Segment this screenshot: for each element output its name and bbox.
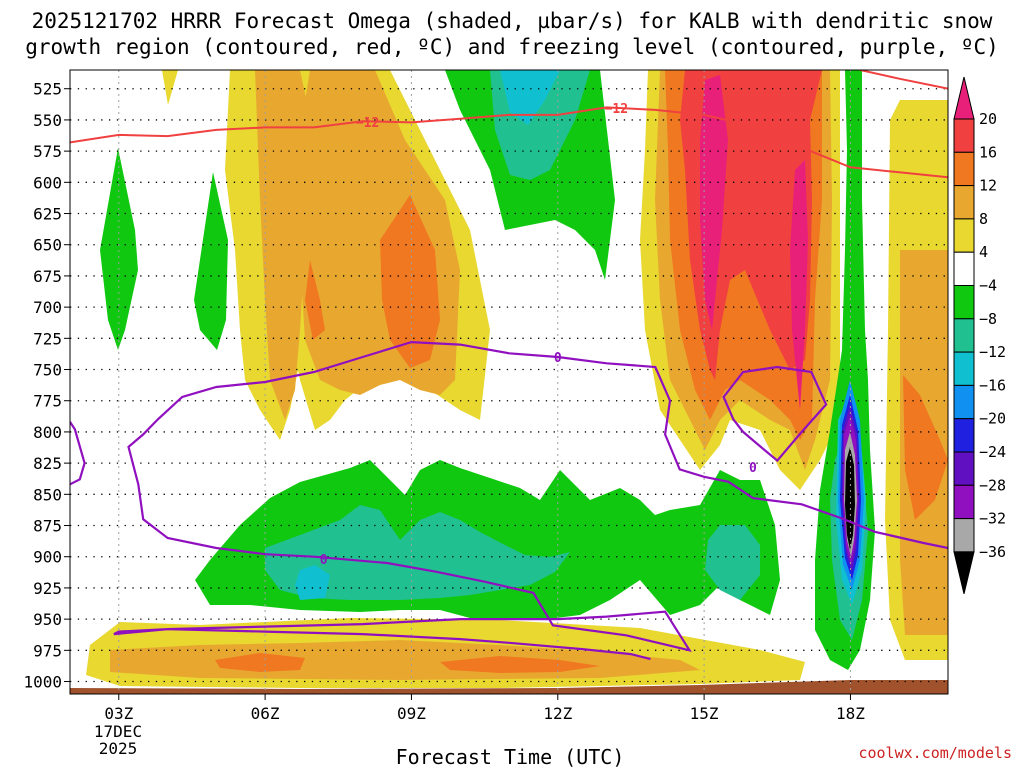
colorbar-label: −20 bbox=[979, 410, 1006, 428]
y-tick-label: 550 bbox=[33, 111, 62, 130]
omega-fill-neg4-spike2 bbox=[194, 172, 228, 350]
omega-fill-20-a bbox=[700, 75, 728, 330]
omega-fill-12-right bbox=[903, 375, 948, 520]
colorbar-band bbox=[953, 218, 975, 253]
colorbar-band bbox=[953, 518, 975, 553]
freezing-level-contour bbox=[113, 340, 948, 661]
omega-fill-neg12-upper bbox=[500, 70, 560, 125]
colorbar-label: −24 bbox=[979, 443, 1006, 461]
y-tick-label: 625 bbox=[33, 205, 62, 224]
colorbar-label: 12 bbox=[979, 177, 997, 195]
colorbar-band bbox=[953, 384, 975, 420]
x-tick-label: 03Z bbox=[104, 704, 133, 723]
y-tick-label: 700 bbox=[33, 298, 62, 317]
omega-fill-4-spike bbox=[162, 70, 178, 105]
colorbar-label: −8 bbox=[979, 310, 997, 328]
x-tick-label: 15Z bbox=[690, 704, 719, 723]
y-tick-label: 875 bbox=[33, 517, 62, 536]
y-tick-label: 775 bbox=[33, 392, 62, 411]
x-date-year: 2025 bbox=[99, 739, 138, 758]
credit-text: coolwx.com/models bbox=[858, 744, 1012, 762]
omega-fill-neg8-mid bbox=[265, 505, 570, 600]
colorbar-band bbox=[953, 318, 975, 353]
chart-title-line-1: 2025121702 HRRR Forecast Omega (shaded, … bbox=[32, 9, 993, 33]
y-tick-label: 525 bbox=[33, 80, 62, 99]
omega-fill-12-low1 bbox=[215, 653, 305, 672]
terrain-ground bbox=[70, 680, 948, 694]
contour-label: 0 bbox=[554, 351, 562, 366]
dgz-contour-upper bbox=[859, 70, 948, 90]
y-tick-label: 1000 bbox=[23, 673, 62, 692]
freezing-level-contour bbox=[70, 421, 86, 486]
x-tick-label: 12Z bbox=[543, 704, 572, 723]
x-tick-label: 06Z bbox=[251, 704, 280, 723]
omega-shading bbox=[70, 70, 948, 694]
omega-fill-12-low2 bbox=[440, 656, 600, 673]
contour-label: 0 bbox=[320, 553, 328, 568]
colorbar-label: −16 bbox=[979, 376, 1006, 394]
y-axis: 525 550 575 600 625 650 675 700 725 750 775 800 825 8… bbox=[23, 80, 70, 692]
contour-lines: −12 −12 0 0 0 bbox=[70, 70, 948, 661]
colorbar-band bbox=[953, 351, 975, 386]
omega-fill-8-early bbox=[255, 70, 315, 420]
colorbar-label: −36 bbox=[979, 543, 1006, 561]
colorbar-band bbox=[953, 76, 975, 120]
colorbar-band bbox=[953, 185, 975, 220]
colorbar-label: 16 bbox=[979, 143, 997, 161]
omega-fill-neg36 bbox=[845, 447, 855, 550]
colorbar-label: −32 bbox=[979, 510, 1006, 528]
y-tick-label: 800 bbox=[33, 423, 62, 442]
omega-fill-neg12-mid bbox=[295, 565, 330, 600]
colorbar-band bbox=[953, 285, 975, 320]
y-tick-label: 950 bbox=[33, 610, 62, 629]
colorbar-label: 4 bbox=[979, 243, 988, 261]
colorbar-label: −28 bbox=[979, 476, 1006, 494]
x-axis: 03Z 06Z 09Z 12Z 15Z 18Z bbox=[104, 694, 865, 723]
y-tick-label: 575 bbox=[33, 142, 62, 161]
plot-area: −12 −12 0 0 0 bbox=[69, 69, 949, 695]
omega-fill-neg8-late bbox=[705, 525, 760, 600]
freezing-level-contour bbox=[722, 365, 828, 463]
x-tick-label: 09Z bbox=[397, 704, 426, 723]
colorbar-band bbox=[953, 484, 975, 520]
x-date-day: 17DEC bbox=[94, 722, 142, 741]
colorbar-label: 20 bbox=[979, 110, 997, 128]
contour-label: −12 bbox=[605, 102, 628, 117]
x-tick-label: 18Z bbox=[836, 704, 865, 723]
contour-label: −12 bbox=[356, 116, 379, 131]
x-axis-title: Forecast Time (UTC) bbox=[396, 745, 625, 768]
colorbar-band bbox=[953, 451, 975, 486]
dgz-contour-minus12 bbox=[70, 106, 948, 179]
omega-fill-neg4-spike1 bbox=[100, 148, 138, 350]
y-tick-label: 725 bbox=[33, 329, 62, 348]
y-tick-label: 650 bbox=[33, 236, 62, 255]
y-tick-label: 900 bbox=[33, 548, 62, 567]
y-tick-label: 675 bbox=[33, 267, 62, 286]
colorbar: 20 16 12 8 4 −4 −8 −12 −16 −20 −24 −28 −32 −36 bbox=[953, 76, 1006, 595]
omega-fill-12-a bbox=[305, 260, 325, 340]
y-tick-label: 825 bbox=[33, 454, 62, 473]
colorbar-band bbox=[953, 251, 975, 286]
colorbar-label: −4 bbox=[979, 277, 997, 295]
colorbar-band bbox=[953, 418, 975, 453]
colorbar-label: −12 bbox=[979, 343, 1006, 361]
colorbar-band bbox=[953, 551, 975, 595]
omega-fill-20-b bbox=[790, 160, 808, 410]
y-tick-label: 925 bbox=[33, 579, 62, 598]
y-tick-label: 600 bbox=[33, 173, 62, 192]
y-tick-label: 750 bbox=[33, 361, 62, 380]
plot-frame bbox=[69, 69, 949, 695]
chart-title-line-2: growth region (contoured, red, ºC) and f… bbox=[25, 35, 999, 59]
colorbar-label: 8 bbox=[979, 210, 988, 228]
colorbar-band bbox=[953, 118, 975, 153]
grid-lines bbox=[70, 70, 948, 694]
colorbar-band bbox=[953, 151, 975, 187]
y-tick-label: 975 bbox=[33, 641, 62, 660]
y-tick-label: 850 bbox=[33, 485, 62, 504]
contour-label: 0 bbox=[749, 461, 757, 476]
omega-fill-12-b bbox=[380, 195, 440, 368]
